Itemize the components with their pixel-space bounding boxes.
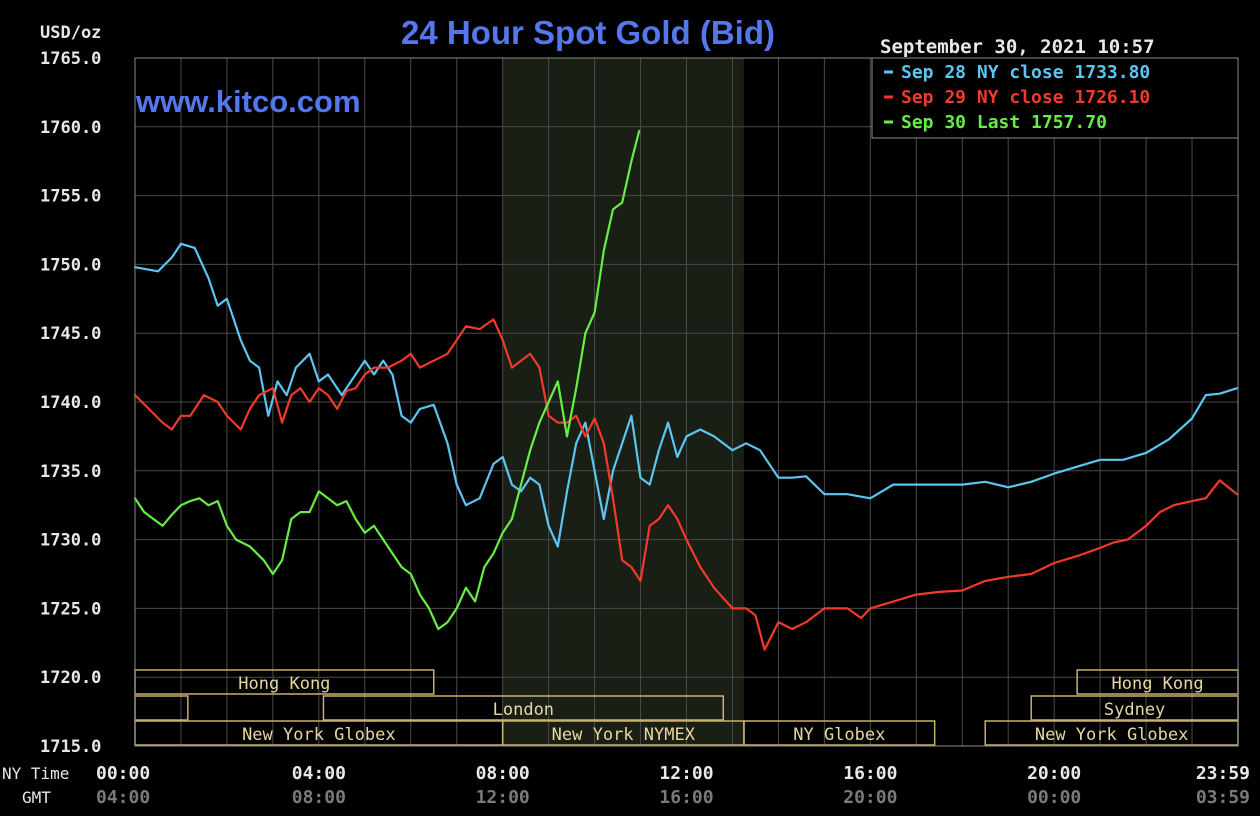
- legend-entry: Sep 30 Last 1757.70: [901, 112, 1107, 133]
- legend-entry: Sep 29 NY close 1726.10: [901, 87, 1150, 108]
- y-tick-label: 1740.0: [40, 393, 101, 413]
- session-label: Hong Kong: [1112, 674, 1204, 694]
- timestamp: September 30, 2021 10:57: [880, 36, 1155, 58]
- y-tick-label: 1735.0: [40, 462, 101, 482]
- session-label: New York Globex: [242, 725, 396, 745]
- y-tick-label: 1730.0: [40, 531, 101, 551]
- gmt-row-label: GMT: [22, 788, 51, 807]
- series-sep-28: [133, 242, 1239, 548]
- series-line: [133, 242, 1239, 548]
- session-label: New York Globex: [1035, 725, 1189, 745]
- price-series: [133, 129, 1239, 651]
- x-tick-label-gmt: 16:00: [659, 787, 713, 808]
- y-axis-unit-label: USD/oz: [40, 23, 101, 43]
- y-tick-label: 1750.0: [40, 255, 101, 275]
- series-line: [133, 129, 641, 631]
- trading-session-bands: Hong Kong Hong Kong London Sydney New York G…: [134, 669, 1239, 746]
- session-label: Hong Kong: [238, 674, 330, 694]
- x-tick-label-gmt: 04:00: [96, 787, 150, 808]
- session-label: London: [493, 700, 554, 720]
- x-tick-label-gmt: 03:59: [1196, 787, 1250, 808]
- y-tick-label: 1765.0: [40, 49, 101, 69]
- y-tick-label: 1755.0: [40, 187, 101, 207]
- session-band: [322, 695, 725, 721]
- legend-entry: Sep 28 NY close 1733.80: [901, 62, 1150, 83]
- watermark: www.kitco.com: [135, 84, 361, 119]
- series-sep-29: [133, 318, 1239, 651]
- x-axis-ticks: 00:00 04:00 04:00 08:00 08:00 12:00 12:00 16:00…: [96, 763, 1250, 808]
- x-tick-label-gmt: 12:00: [476, 787, 530, 808]
- session-band: [743, 720, 936, 746]
- session-label: NY Globex: [793, 725, 885, 745]
- y-tick-label: 1725.0: [40, 599, 101, 619]
- y-tick-label: 1720.0: [40, 668, 101, 688]
- legend-box: [871, 57, 1239, 139]
- session-label: Sydney: [1104, 700, 1165, 720]
- ny-time-row-label: NY Time: [2, 764, 69, 783]
- x-tick-label-ny: 20:00: [1027, 763, 1081, 784]
- chart-title: 24 Hour Spot Gold (Bid): [401, 14, 775, 51]
- x-tick-label-gmt: 08:00: [292, 787, 346, 808]
- plot-frame: [134, 57, 1239, 747]
- y-tick-label: 1715.0: [40, 737, 101, 757]
- y-axis-ticks: 1765.0 1760.0 1755.0 1750.0 1745.0 1740.0 1735…: [40, 49, 101, 757]
- x-tick-label-gmt: 00:00: [1027, 787, 1081, 808]
- session-label: New York NYMEX: [552, 725, 696, 745]
- x-tick-label-gmt: 20:00: [843, 787, 897, 808]
- x-tick-label-ny: 12:00: [659, 763, 713, 784]
- series-line: [133, 318, 1239, 651]
- x-tick-label-ny: 04:00: [292, 763, 346, 784]
- x-tick-label-ny: 00:00: [96, 763, 150, 784]
- x-tick-label-ny: 23:59: [1196, 763, 1250, 784]
- x-tick-label-ny: 08:00: [476, 763, 530, 784]
- legend: Sep 28 NY close 1733.80 Sep 29 NY close 1…: [871, 57, 1239, 139]
- series-sep-30: [133, 129, 641, 631]
- y-tick-label: 1760.0: [40, 118, 101, 138]
- y-tick-label: 1745.0: [40, 324, 101, 344]
- x-tick-label-ny: 16:00: [843, 763, 897, 784]
